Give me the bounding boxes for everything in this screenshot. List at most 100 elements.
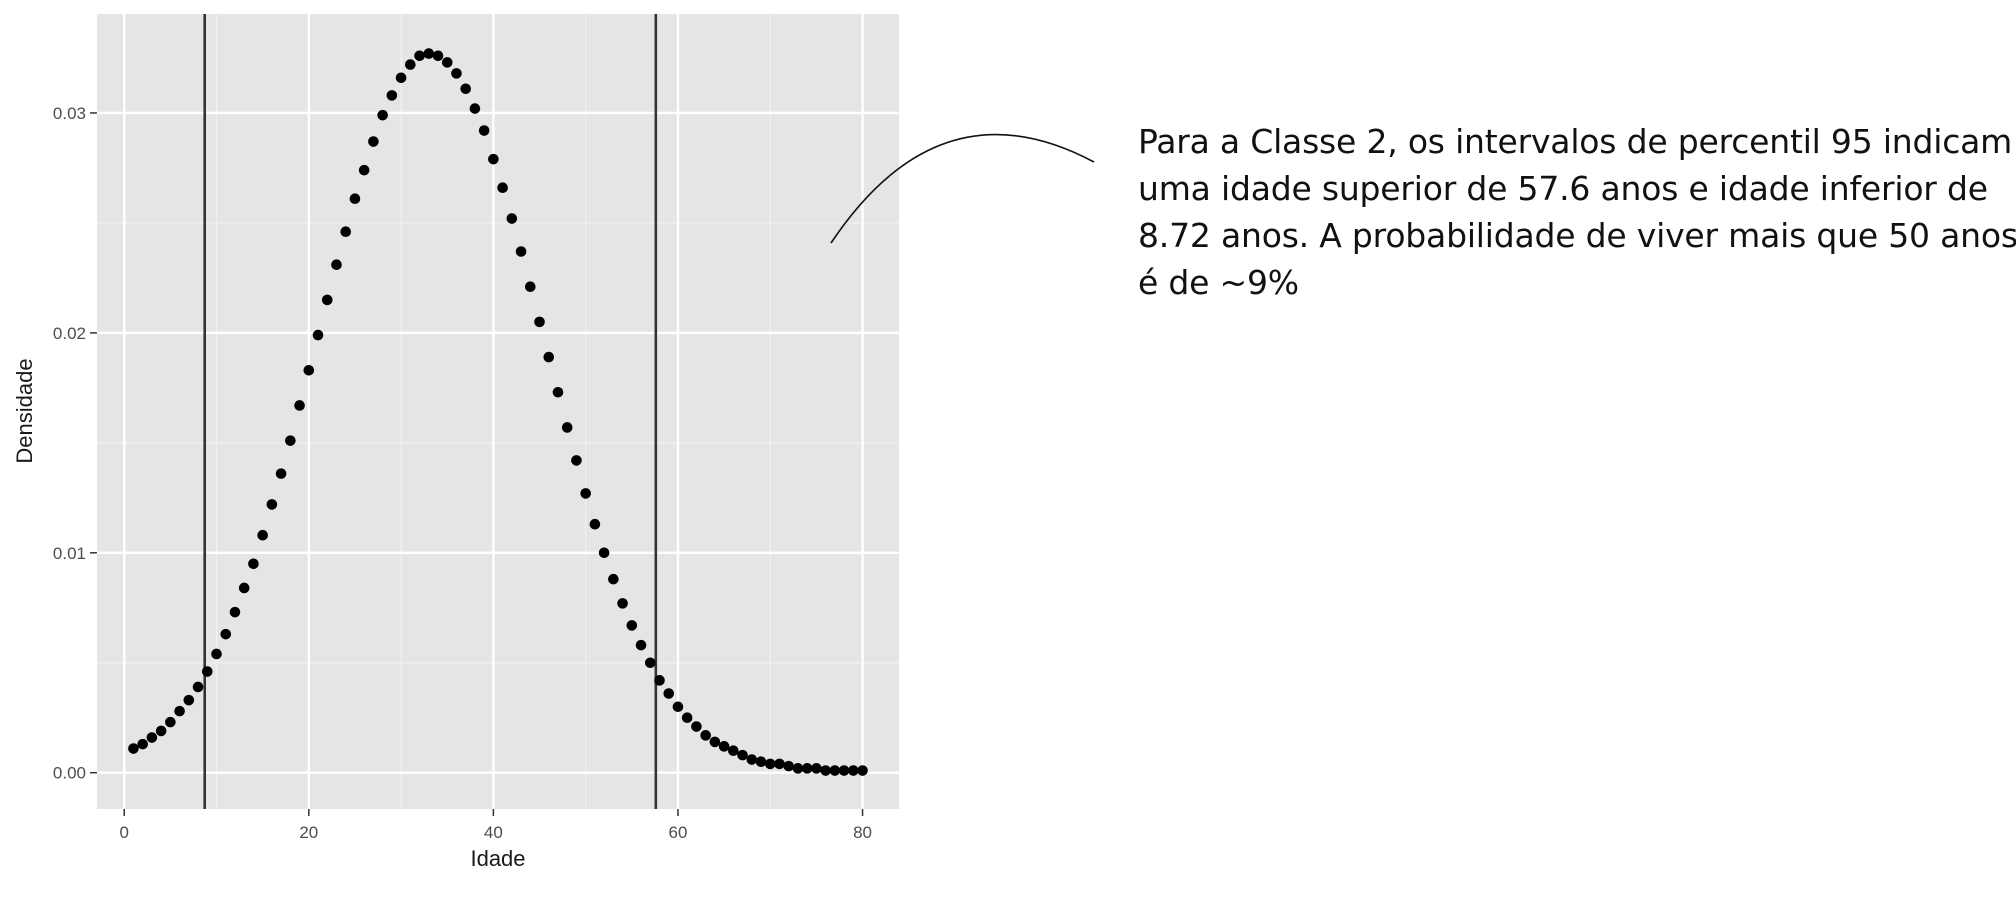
data-point — [386, 90, 398, 101]
data-point — [349, 193, 361, 205]
data-point — [368, 136, 379, 147]
data-point — [285, 435, 296, 446]
data-point — [635, 639, 647, 651]
data-point — [238, 582, 250, 594]
data-point — [183, 694, 195, 706]
data-point — [488, 153, 499, 165]
x-tick-label: 60 — [669, 823, 688, 842]
grid-lines — [97, 14, 899, 809]
data-point — [137, 738, 148, 750]
data-point — [691, 721, 702, 732]
data-point — [774, 758, 785, 770]
data-point — [820, 765, 831, 776]
data-point — [174, 705, 185, 717]
data-point — [248, 558, 259, 570]
data-point — [543, 351, 555, 363]
percentile-lines — [203, 14, 658, 809]
data-point — [764, 758, 776, 770]
data-point — [561, 422, 573, 433]
data-point — [783, 760, 795, 772]
x-axis-title: Idade — [470, 846, 525, 871]
data-point — [294, 400, 305, 411]
data-point — [497, 182, 508, 194]
data-point — [534, 316, 545, 328]
data-point — [617, 598, 628, 609]
data-point — [165, 716, 176, 728]
data-point — [571, 455, 582, 466]
x-tick-label: 40 — [484, 823, 503, 842]
plot-panel — [97, 14, 899, 809]
data-point — [377, 109, 388, 121]
annotation-line: uma idade superior de 57.6 anos e idade … — [1138, 169, 1988, 208]
y-tick-label: 0.03 — [53, 104, 86, 123]
y-tick-label: 0.01 — [53, 544, 86, 563]
data-point — [128, 743, 139, 754]
data-point — [737, 749, 748, 761]
data-point — [395, 72, 407, 84]
data-point — [811, 763, 822, 774]
data-point — [848, 765, 859, 776]
annotation-line: Para a Classe 2, os intervalos de percen… — [1138, 122, 2013, 161]
data-point — [663, 688, 675, 699]
data-point — [801, 763, 813, 774]
data-point — [838, 765, 850, 776]
annotation-line: 8.72 anos. A probabilidade de viver mais… — [1138, 216, 2016, 255]
data-point — [312, 329, 324, 341]
y-axis-title: Densidade — [12, 358, 37, 463]
y-axis-ticks: 0.00 0.01 0.02 0.03 — [53, 104, 97, 783]
data-point — [608, 573, 619, 585]
data-point — [746, 754, 758, 765]
data-point — [515, 246, 527, 257]
x-tick-label: 20 — [299, 823, 318, 842]
data-point — [220, 628, 232, 640]
y-tick-label: 0.02 — [53, 324, 86, 343]
data-point — [469, 103, 481, 114]
data-point — [654, 675, 665, 686]
x-tick-label: 0 — [119, 823, 128, 842]
data-point — [700, 730, 711, 741]
data-point — [460, 83, 471, 95]
data-point — [321, 294, 333, 306]
data-point — [229, 606, 241, 618]
annotation-line: é de ~9% — [1138, 263, 1299, 302]
data-point — [192, 681, 204, 693]
data-point — [598, 547, 610, 559]
data-point — [718, 741, 730, 752]
data-point — [709, 736, 721, 748]
data-point — [857, 765, 868, 776]
annotation-text: Para a Classe 2, os intervalos de percen… — [1138, 118, 2016, 306]
x-tick-label: 80 — [853, 823, 872, 842]
data-point — [405, 59, 416, 70]
data-point — [525, 281, 536, 292]
data-point — [728, 745, 739, 757]
data-point — [432, 50, 444, 62]
data-point — [792, 763, 804, 774]
callout-curve — [830, 133, 1095, 244]
data-point — [644, 657, 656, 669]
data-point — [451, 68, 462, 79]
data-point — [681, 712, 693, 724]
data-point — [211, 648, 222, 660]
data-point — [257, 529, 268, 541]
y-tick-label: 0.00 — [53, 764, 86, 783]
data-point — [275, 468, 287, 479]
data-point — [303, 364, 315, 376]
data-point — [414, 50, 425, 62]
data-point — [506, 213, 518, 224]
data-point — [755, 756, 767, 768]
data-point — [441, 57, 453, 68]
data-point — [626, 620, 638, 631]
data-point — [829, 765, 841, 776]
data-point — [146, 732, 158, 743]
data-point — [672, 701, 684, 713]
data-point — [155, 725, 167, 737]
data-point — [423, 48, 435, 59]
data-point — [331, 259, 342, 271]
data-point — [552, 386, 564, 398]
data-point — [589, 518, 601, 530]
data-point — [580, 488, 591, 499]
x-axis-ticks: 0 20 40 60 80 — [119, 809, 872, 842]
data-point — [266, 499, 278, 510]
data-point — [478, 125, 490, 136]
